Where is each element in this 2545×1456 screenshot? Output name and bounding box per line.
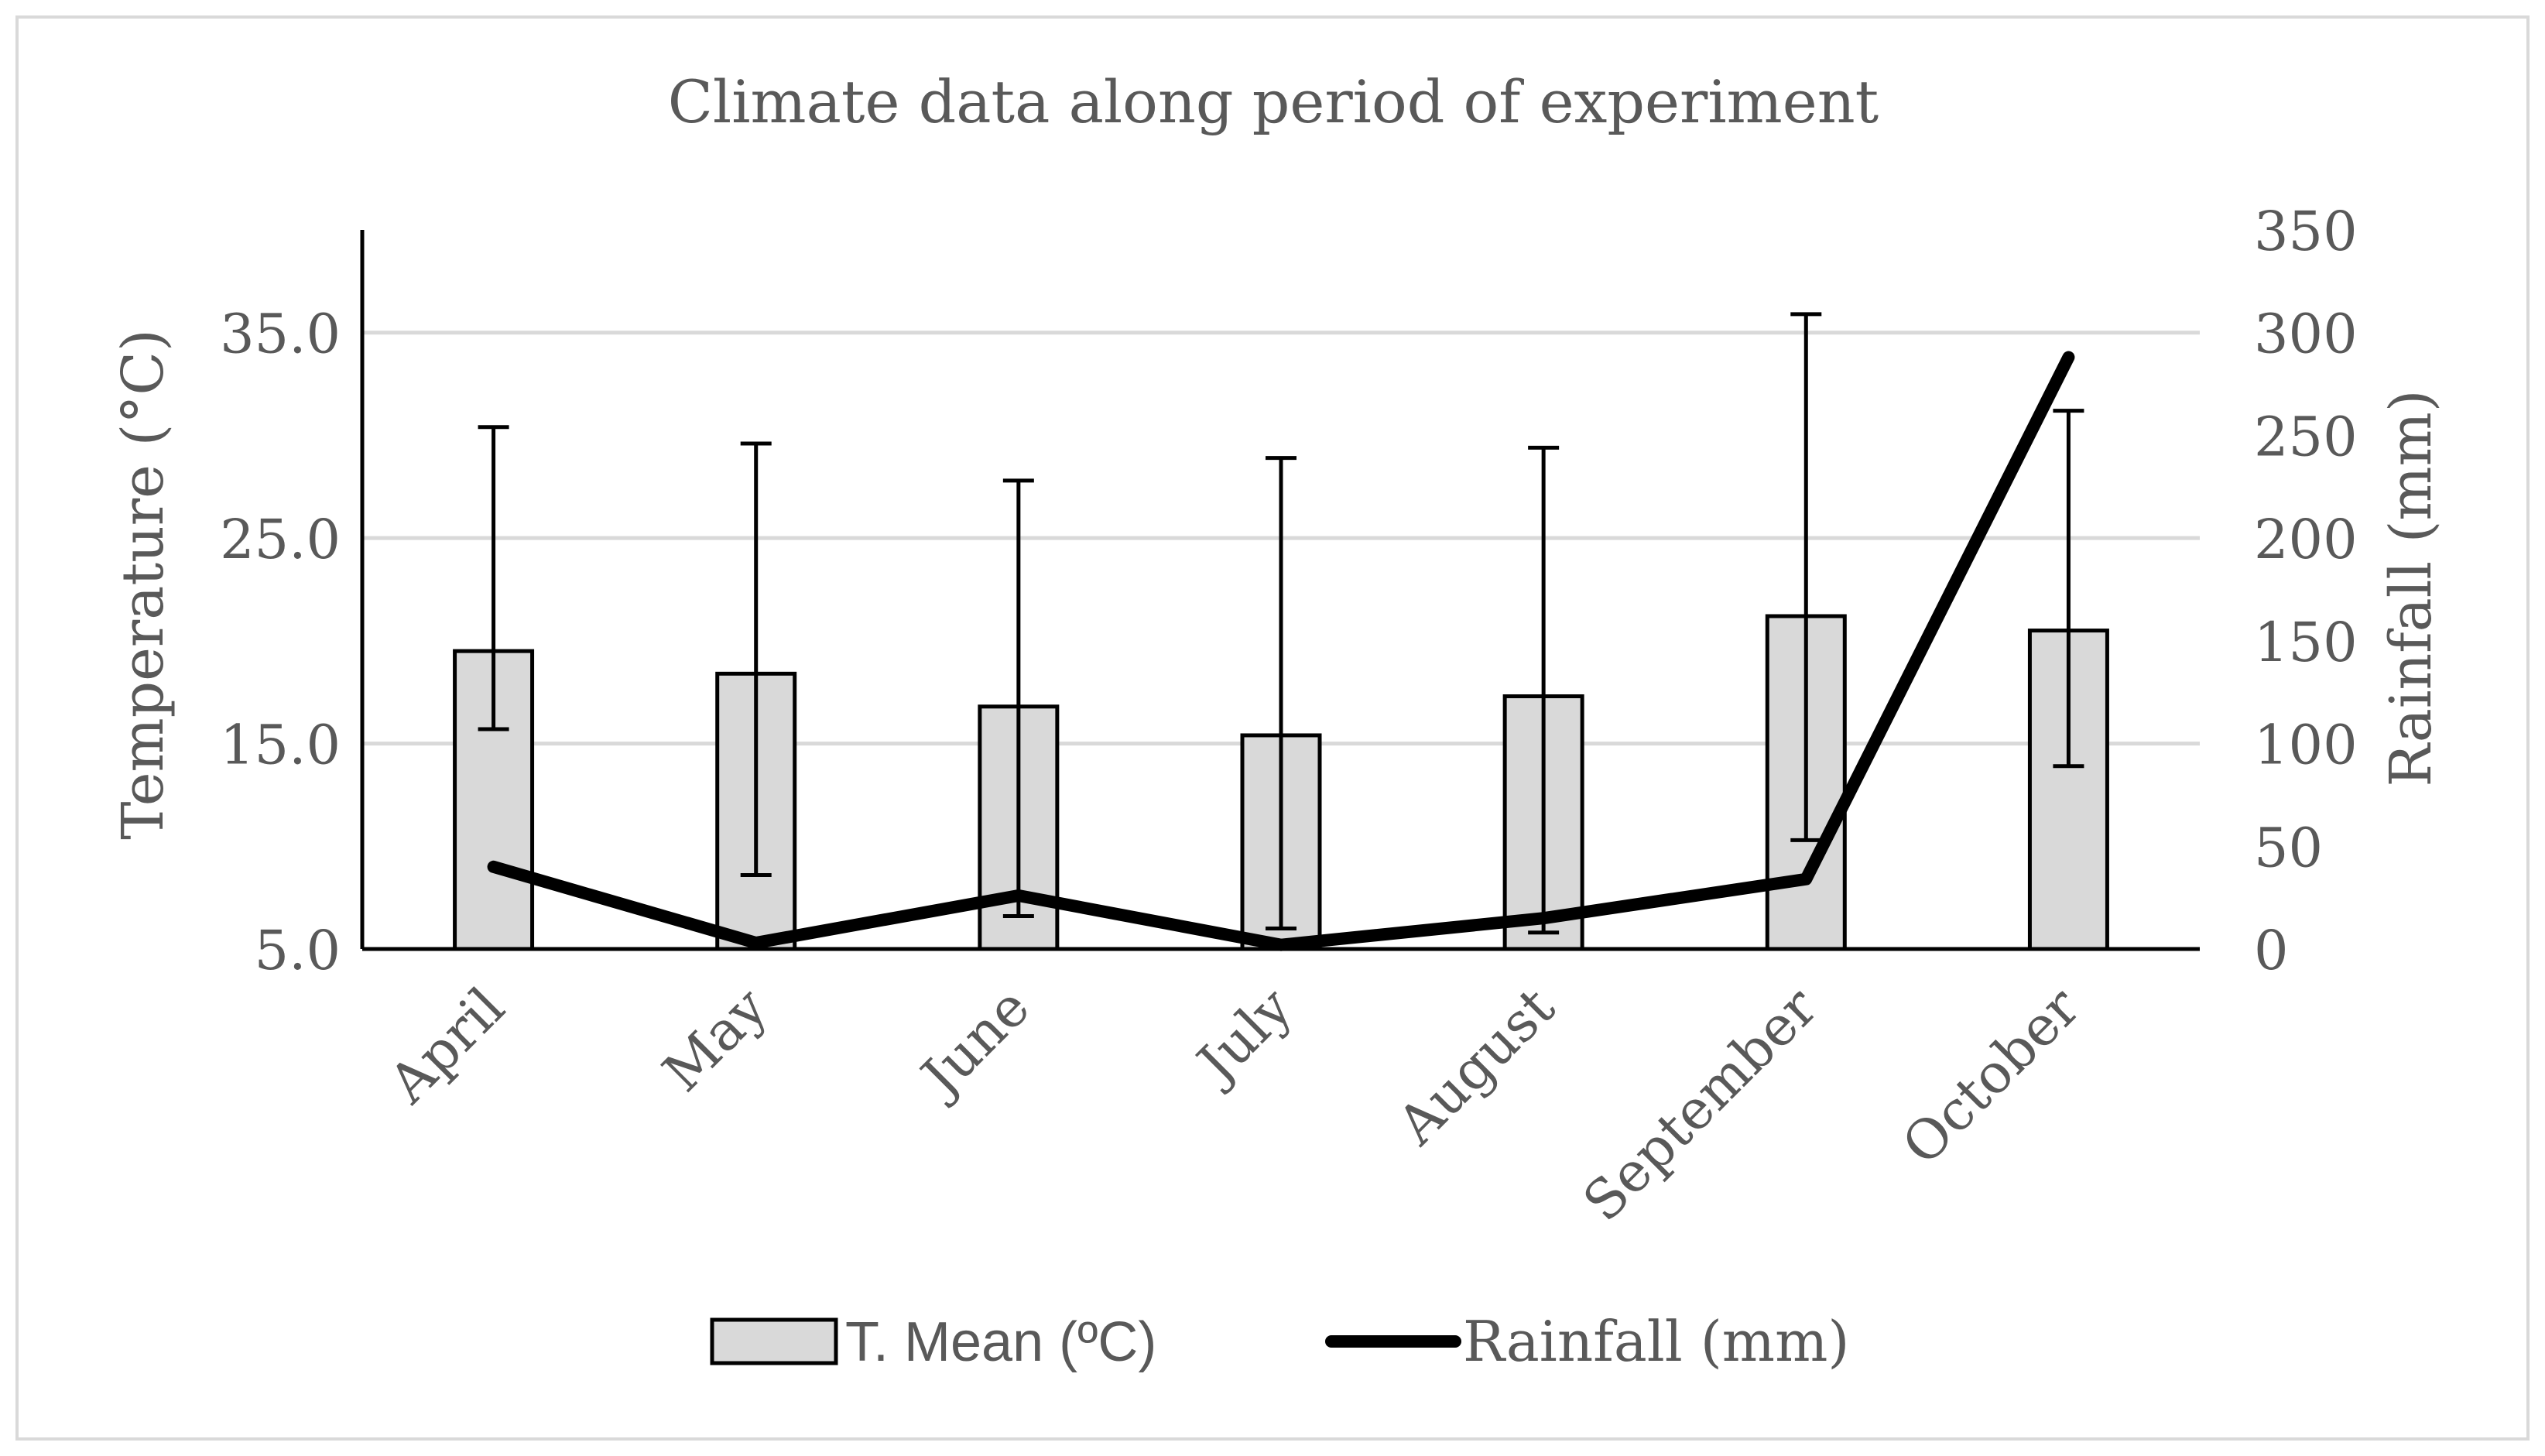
y2-axis-label: Rainfall (mm) — [2378, 389, 2444, 786]
y2-tick-label: 250 — [2254, 405, 2358, 468]
chart-title: Climate data along period of experiment — [668, 67, 1879, 136]
y-tick-label: 5.0 — [255, 919, 341, 982]
y2-tick-label: 300 — [2254, 303, 2358, 366]
legend-label-temperature: T. Mean (ºC) — [845, 1311, 1156, 1373]
y2-tick-label: 350 — [2254, 200, 2358, 263]
y-tick-label: 15.0 — [220, 714, 341, 777]
legend-label-rainfall: Rainfall (mm) — [1463, 1309, 1849, 1374]
y2-tick-label: 150 — [2254, 611, 2358, 674]
y2-tick-label: 0 — [2254, 919, 2289, 982]
y2-tick-label: 50 — [2254, 816, 2323, 879]
y2-tick-label: 100 — [2254, 714, 2358, 777]
y-tick-label: 25.0 — [220, 508, 341, 571]
y-axis-label: Temperature (°C) — [110, 329, 176, 840]
rainfall-line — [487, 351, 2075, 951]
legend: T. Mean (ºC) Rainfall (mm) — [710, 1309, 1849, 1374]
legend-bar-swatch — [710, 1317, 838, 1365]
chart-border — [15, 15, 2530, 1441]
y2-tick-label: 200 — [2254, 508, 2358, 571]
y-tick-label: 35.0 — [220, 303, 341, 366]
